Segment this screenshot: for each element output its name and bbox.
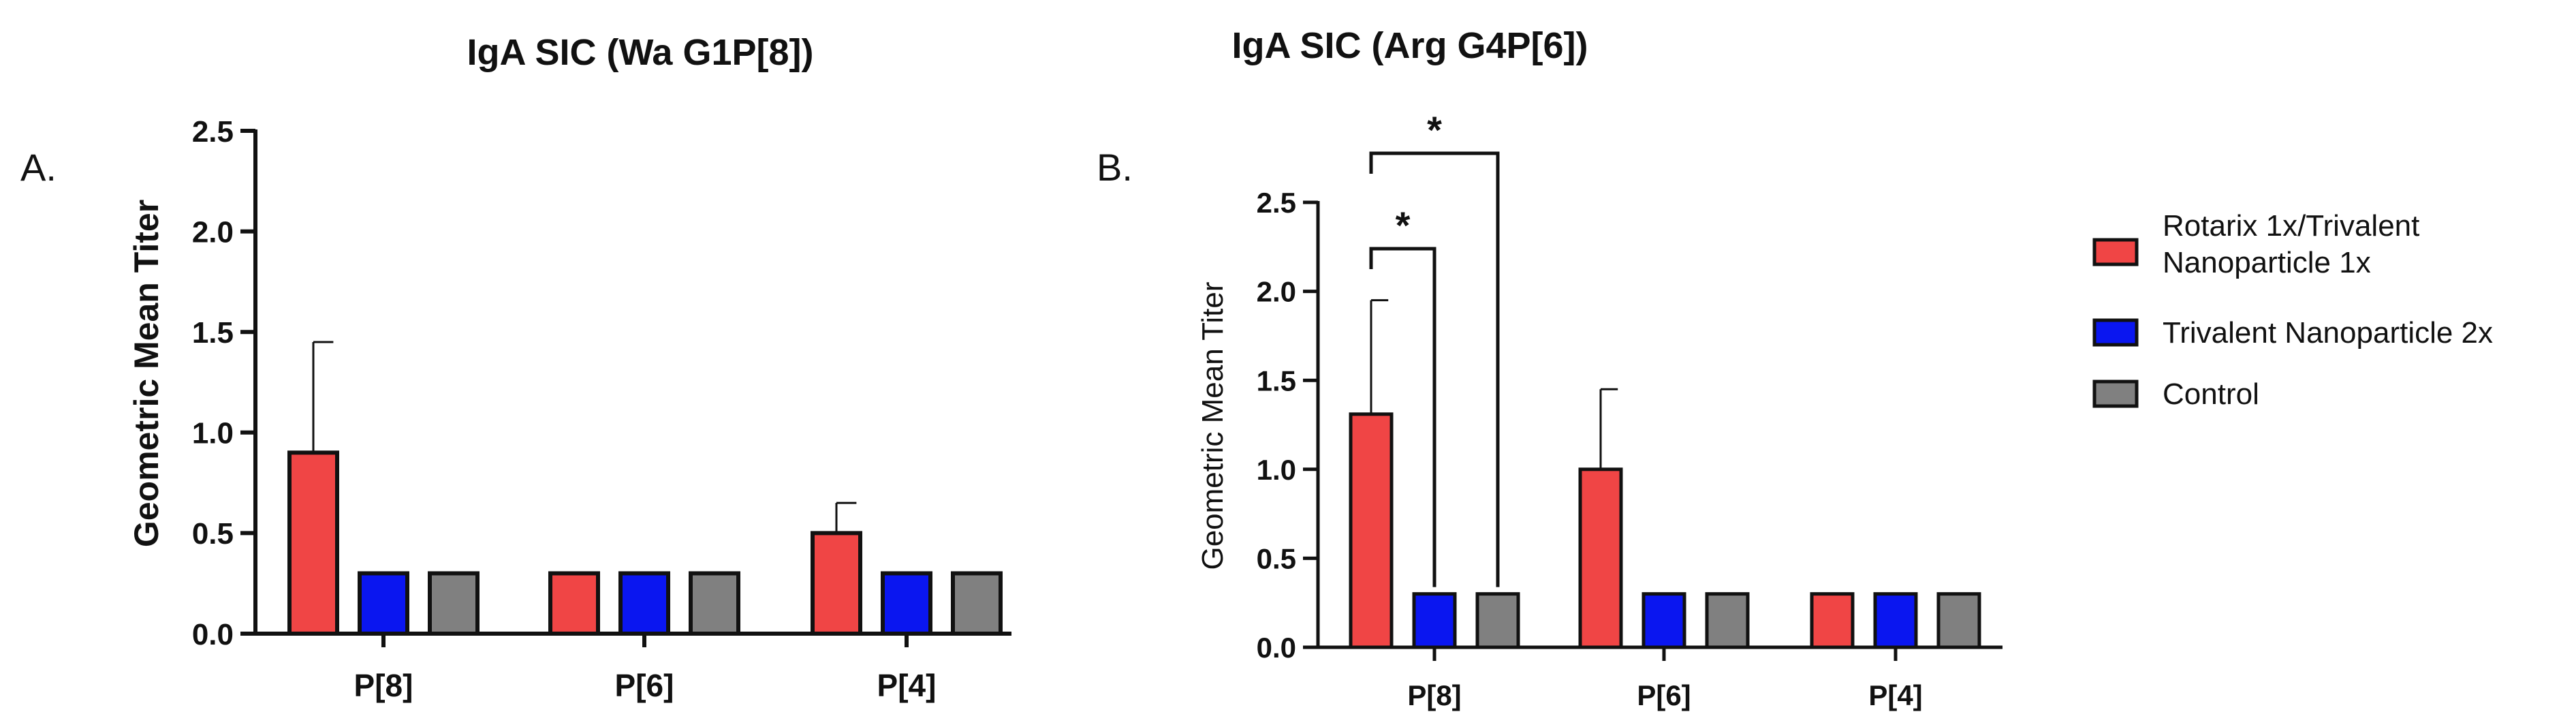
panel-a-y-axis-title: Geometric Mean Titer bbox=[127, 200, 166, 547]
panel-a-y-tick-label: 1.0 bbox=[192, 417, 234, 450]
panel-a-y-tick-label: 0.0 bbox=[192, 618, 234, 651]
panel-b-bar-p6-series-2 bbox=[1705, 592, 1750, 649]
legend-item-trivalent-2x: Trivalent Nanoparticle 2x bbox=[2092, 316, 2493, 350]
panel-b-significance-bracket bbox=[1369, 151, 1500, 587]
panel-a-label: A. bbox=[20, 146, 57, 189]
panel-b-y-tick-label: 1.5 bbox=[1257, 365, 1296, 397]
panel-b-x-tick-label: P[6] bbox=[1637, 679, 1691, 711]
panel-a-bar-p8-series-2 bbox=[428, 571, 480, 636]
panel-b-bar-p8-series-2 bbox=[1475, 592, 1520, 649]
panel-a-bar-p6-series-2 bbox=[689, 571, 740, 636]
panel-a: IgA SIC (Wa G1P[8]) A. Geometric Mean Ti… bbox=[20, 32, 1011, 703]
panel-a-bar-p8-series-1 bbox=[358, 571, 409, 636]
panel-a-x-tick-label: P[8] bbox=[354, 668, 413, 703]
panel-b-y-tick-label: 2.0 bbox=[1257, 276, 1296, 308]
panel-a-x-tick-label: P[4] bbox=[877, 668, 937, 703]
panel-b-significance-star: * bbox=[1427, 108, 1442, 151]
panel-b-bar-p8-series-0 bbox=[1349, 412, 1394, 649]
panel-a-bar-p8-series-0 bbox=[287, 450, 339, 636]
panel-b-significance-star: * bbox=[1396, 204, 1411, 247]
legend-swatch-rotarix bbox=[2092, 238, 2139, 266]
panel-b-significance-bracket bbox=[1369, 247, 1436, 587]
legend-swatch-control bbox=[2092, 380, 2139, 408]
legend-label-trivalent-2x: Trivalent Nanoparticle 2x bbox=[2163, 316, 2493, 350]
panel-a-bar-p4-series-0 bbox=[811, 531, 862, 636]
panel-b-x-tick-label: P[4] bbox=[1868, 679, 1922, 711]
panel-b: IgA SIC (Arg G4P[6]) B. Geometric Mean T… bbox=[1097, 25, 2002, 711]
legend-item-rotarix: Rotarix 1x/Trivalent Nanoparticle 1x bbox=[2092, 209, 2419, 279]
panel-b-bar-p6-series-1 bbox=[1642, 592, 1686, 649]
panel-a-y-tick-label: 0.5 bbox=[192, 517, 234, 551]
panel-b-y-tick-label: 2.5 bbox=[1257, 187, 1296, 219]
panel-b-plot-area: 0.0 0.5 1.0 1.5 2.0 2.5 P[8] P[6] P[4] * * bbox=[1257, 108, 2002, 711]
panel-a-title: IgA SIC (Wa G1P[8]) bbox=[467, 32, 813, 73]
panel-b-y-tick-label: 1.0 bbox=[1257, 454, 1296, 486]
panel-a-y-tick-label: 2.5 bbox=[192, 115, 234, 149]
panel-b-bar-p6-series-0 bbox=[1578, 467, 1623, 649]
panel-b-label: B. bbox=[1097, 146, 1133, 189]
panel-a-plot-area: 0.0 0.5 1.0 1.5 2.0 2.5 P[8] P[6] P[4] bbox=[192, 115, 1011, 703]
panel-b-title: IgA SIC (Arg G4P[6]) bbox=[1231, 25, 1588, 66]
panel-a-bar-p6-series-0 bbox=[548, 571, 600, 636]
panel-b-bar-p4-series-1 bbox=[1873, 592, 1918, 649]
panel-b-x-tick-label: P[8] bbox=[1407, 679, 1461, 711]
panel-b-bar-p8-series-1 bbox=[1412, 592, 1457, 649]
legend-swatch-trivalent-2x bbox=[2092, 318, 2139, 347]
panel-a-y-tick-label: 1.5 bbox=[192, 316, 234, 350]
panel-a-x-tick-label: P[6] bbox=[615, 668, 674, 703]
panel-a-y-tick-label: 2.0 bbox=[192, 215, 234, 249]
legend-label-rotarix-line1: Rotarix 1x/Trivalent bbox=[2163, 209, 2419, 243]
legend-label-rotarix-line2: Nanoparticle 1x bbox=[2163, 246, 2371, 279]
legend: Rotarix 1x/Trivalent Nanoparticle 1x Tri… bbox=[2092, 209, 2493, 411]
panel-a-bar-p6-series-1 bbox=[618, 571, 670, 636]
panel-a-bar-p4-series-2 bbox=[951, 571, 1003, 636]
panel-a-bar-p4-series-1 bbox=[881, 571, 932, 636]
panel-b-y-axis-title: Geometric Mean Titer bbox=[1196, 281, 1229, 570]
panel-b-y-tick-label: 0.0 bbox=[1257, 632, 1296, 664]
panel-b-bar-p4-series-2 bbox=[1936, 592, 1981, 649]
legend-label-control: Control bbox=[2163, 377, 2259, 411]
panel-b-bar-p4-series-0 bbox=[1810, 592, 1855, 649]
legend-item-control: Control bbox=[2092, 377, 2259, 411]
panel-b-y-tick-label: 0.5 bbox=[1257, 543, 1296, 575]
